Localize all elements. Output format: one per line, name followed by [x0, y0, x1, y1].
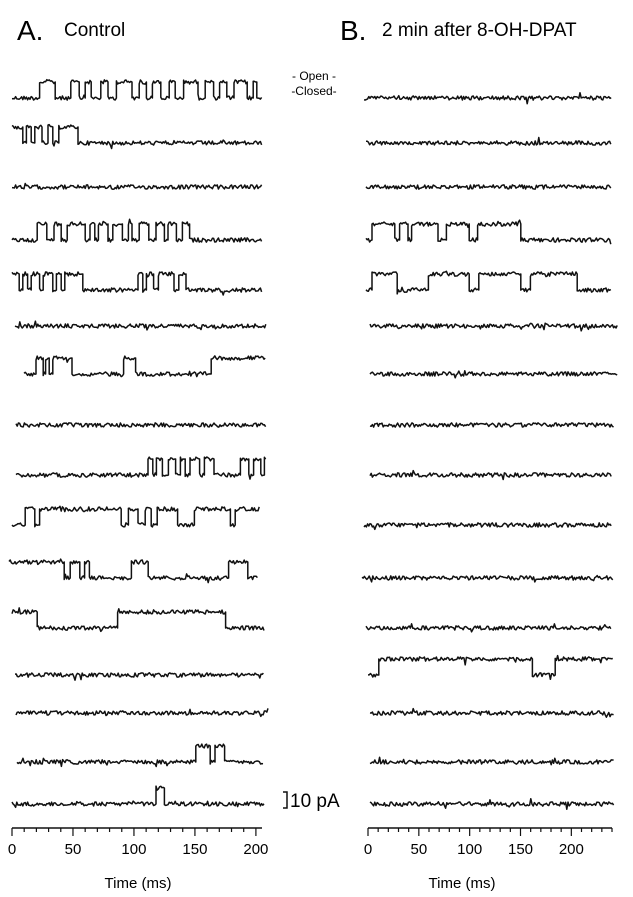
trace-b-7	[369, 370, 618, 379]
trace-b-15	[369, 756, 614, 766]
x-tick-label: 150	[508, 841, 533, 858]
panel-a-x-axis-label: Time (ms)	[105, 875, 172, 892]
x-tick-label: 100	[121, 841, 146, 858]
open-state-label: - Open -	[292, 69, 336, 83]
panel-a-traces	[8, 78, 269, 809]
trace-a-8	[15, 422, 267, 428]
panel-a-title: Control	[64, 20, 125, 41]
trace-b-4	[365, 219, 612, 245]
trace-a-13	[14, 672, 264, 681]
trace-b-13	[368, 654, 613, 681]
panel-b-title: 2 min after 8-OH-DPAT	[382, 20, 577, 41]
trace-a-15	[16, 743, 264, 768]
trace-b-14	[369, 707, 614, 718]
trace-a-11	[8, 558, 258, 584]
panel-a-x-axis: 0 50 100 150 200	[8, 827, 268, 858]
scale-bar-label: 10 pA	[290, 791, 340, 812]
trace-a-2	[11, 123, 263, 150]
trace-b-1	[363, 91, 612, 105]
trace-b-9	[369, 469, 612, 481]
trace-a-10	[11, 505, 260, 528]
x-tick-label: 150	[182, 841, 207, 858]
trace-b-10	[363, 522, 612, 531]
panel-a-letter: A.	[17, 15, 43, 46]
panel-b-x-axis-label: Time (ms)	[429, 875, 496, 892]
x-tick-label: 100	[457, 841, 482, 858]
trace-a-9	[15, 456, 267, 480]
closed-state-label: -Closed-	[291, 84, 336, 98]
x-tick-label: 0	[8, 841, 16, 858]
trace-b-8	[369, 422, 614, 428]
scale-bar-bracket	[283, 791, 288, 809]
trace-a-4	[11, 218, 263, 243]
x-tick-label: 200	[243, 841, 268, 858]
trace-b-16	[369, 797, 615, 811]
scale-bar: 10 pA	[283, 791, 340, 812]
trace-a-5	[11, 271, 263, 296]
trace-a-7	[23, 355, 266, 378]
x-tick-label: 200	[559, 841, 584, 858]
trace-a-1	[11, 78, 263, 101]
trace-b-12	[365, 623, 612, 633]
x-tick-label: 0	[364, 841, 372, 858]
trace-a-3	[11, 182, 263, 191]
trace-a-16	[11, 785, 265, 809]
trace-b-5	[365, 270, 612, 295]
trace-a-12	[11, 607, 265, 633]
panel-b-x-axis: 0 50 100 150 200	[364, 827, 613, 858]
x-tick-label: 50	[65, 841, 82, 858]
trace-a-14	[15, 708, 269, 718]
panel-b-traces	[361, 91, 618, 811]
trace-b-2	[366, 136, 612, 146]
trace-b-11	[361, 574, 614, 583]
trace-b-3	[365, 184, 612, 190]
trace-a-6	[14, 320, 267, 331]
x-tick-label: 50	[410, 841, 427, 858]
trace-b-6	[369, 322, 618, 332]
panel-b-letter: B.	[340, 15, 366, 46]
